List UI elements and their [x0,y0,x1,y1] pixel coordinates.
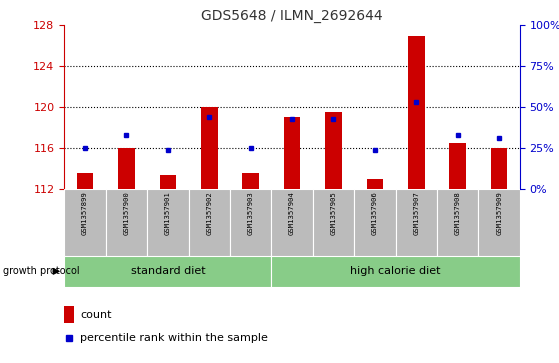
Text: GSM1357906: GSM1357906 [372,191,378,234]
Bar [479,189,520,256]
Bar [325,112,342,189]
Text: high calorie diet: high calorie diet [350,266,441,276]
Text: percentile rank within the sample: percentile rank within the sample [80,333,268,343]
Text: GSM1357905: GSM1357905 [330,191,337,234]
Bar [491,148,508,189]
Bar [77,174,93,189]
Text: GSM1357902: GSM1357902 [206,191,212,234]
Bar [271,189,313,256]
Bar [243,174,259,189]
Bar [64,256,271,287]
Bar [354,189,396,256]
Bar [159,175,176,189]
Text: GSM1357903: GSM1357903 [248,191,254,234]
Text: GSM1357901: GSM1357901 [165,191,171,234]
Text: growth protocol: growth protocol [3,266,79,276]
Text: GSM1357899: GSM1357899 [82,191,88,234]
Bar [271,256,520,287]
Bar [284,117,300,189]
Text: GSM1357900: GSM1357900 [124,191,130,234]
Bar [147,189,188,256]
Text: standard diet: standard diet [130,266,205,276]
Text: GSM1357908: GSM1357908 [454,191,461,234]
Text: GSM1357907: GSM1357907 [413,191,419,234]
Bar [313,189,354,256]
Bar [64,189,106,256]
Text: GSM1357904: GSM1357904 [289,191,295,234]
Bar [201,107,217,189]
Text: count: count [80,310,112,319]
Bar [106,189,147,256]
Text: GSM1357909: GSM1357909 [496,191,502,234]
Bar [64,306,74,322]
Bar [118,148,135,189]
Bar [396,189,437,256]
Bar [449,143,466,189]
Bar [188,189,230,256]
Bar [230,189,271,256]
Bar [437,189,479,256]
Bar [408,36,425,189]
Bar [367,179,383,189]
Title: GDS5648 / ILMN_2692644: GDS5648 / ILMN_2692644 [201,9,383,23]
